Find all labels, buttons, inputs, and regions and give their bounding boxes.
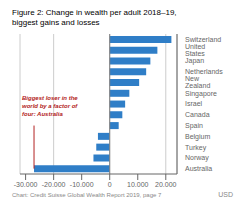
html-text:Chart: Credit Suisse Global We: Chart: Credit Suisse Global Wealth Repor… bbox=[12, 192, 162, 198]
svg-text:Canada: Canada bbox=[185, 111, 210, 118]
svg-text:-30.000: -30.000 bbox=[14, 181, 38, 188]
svg-text:UnitedStates: UnitedStates bbox=[185, 43, 205, 57]
svg-text:0: 0 bbox=[108, 181, 112, 188]
svg-text:NewZealand: NewZealand bbox=[185, 75, 210, 89]
svg-text:Belgium: Belgium bbox=[185, 133, 210, 141]
html-text:Figure 2: Change in wealth per: Figure 2: Change in wealth per adult 201… bbox=[12, 8, 177, 27]
svg-text:Australia: Australia bbox=[185, 165, 212, 172]
svg-text:Turkey: Turkey bbox=[185, 144, 207, 152]
svg-text:Netherlands: Netherlands bbox=[185, 68, 223, 75]
svg-text:10.000: 10.000 bbox=[127, 181, 149, 188]
html-text:Biggest loser in the world by: Biggest loser in the world by a factor o… bbox=[22, 95, 78, 117]
svg-text:-20.000: -20.000 bbox=[42, 181, 66, 188]
svg-text:Switzerland: Switzerland bbox=[185, 36, 221, 43]
svg-text:-10.000: -10.000 bbox=[70, 181, 94, 188]
svg-text:Israel: Israel bbox=[185, 100, 203, 107]
svg-text:20.000: 20.000 bbox=[155, 181, 177, 188]
svg-text:Singapore: Singapore bbox=[185, 90, 217, 98]
html-text:USD: USD bbox=[218, 191, 233, 198]
svg-text:Japan: Japan bbox=[185, 57, 204, 65]
svg-text:Spain: Spain bbox=[185, 122, 203, 130]
svg-text:Norway: Norway bbox=[185, 154, 209, 162]
